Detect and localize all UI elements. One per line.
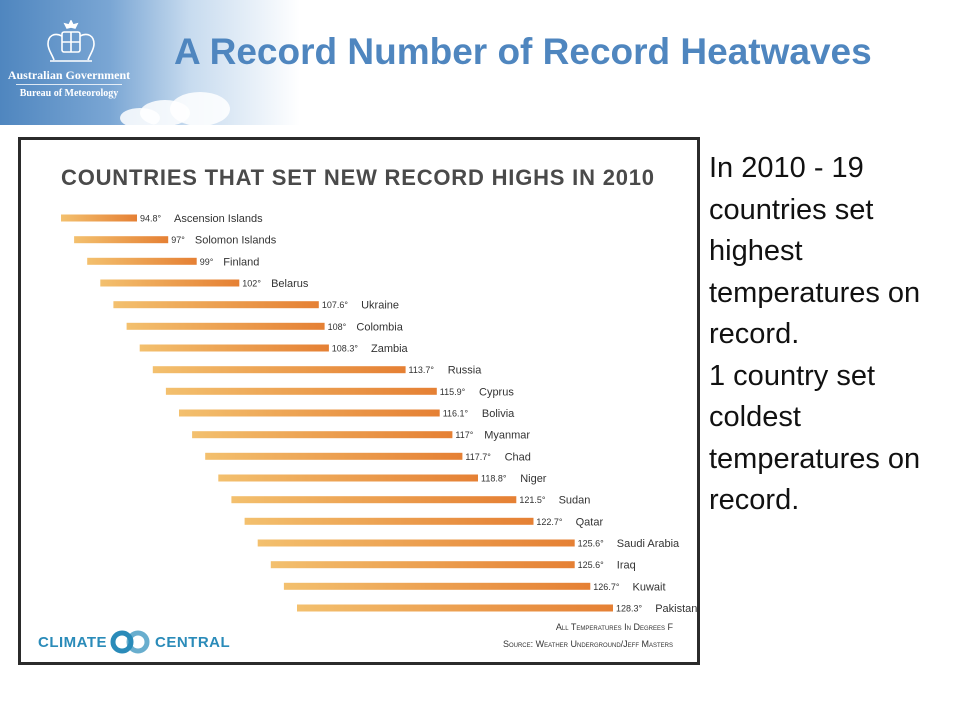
bar-zambia: [139, 344, 329, 352]
value-label: 117°: [455, 430, 473, 440]
slide-body-text: In 2010 - 19 countries set highest tempe…: [709, 152, 921, 516]
value-label: 118.8°: [481, 474, 507, 484]
value-label: 121.5°: [519, 495, 546, 505]
cloud-decoration: [120, 108, 160, 128]
value-label: 125.6°: [578, 560, 605, 570]
category-label: Belarus: [271, 278, 309, 290]
category-label: Solomon Islands: [195, 235, 277, 247]
value-label: 107.6°: [322, 300, 349, 310]
category-label: Finland: [223, 256, 259, 268]
bar-bolivia: [179, 409, 440, 417]
brand-name-left: CLIMATE: [38, 634, 107, 651]
bar-qatar: [244, 517, 534, 525]
value-label-group: 94.8° 97° 99° 102° 107.6° 108° 108.3° 113.7° 115…: [140, 214, 643, 614]
category-label: Chad: [505, 451, 531, 463]
logo-divider: [16, 84, 122, 85]
category-label: Pakistan: [655, 603, 697, 615]
value-label: 122.7°: [536, 517, 563, 527]
value-label: 117.7°: [465, 452, 491, 462]
bar-cyprus: [165, 387, 437, 395]
category-label: Zambia: [371, 343, 409, 355]
category-label: Russia: [448, 365, 483, 377]
chart-source: Source: Weather Underground/Jeff Masters: [503, 639, 673, 649]
category-label: Myanmar: [484, 430, 530, 442]
category-label: Qatar: [576, 516, 604, 528]
cloud-decoration: [170, 92, 230, 126]
bar-solomon-islands: [74, 236, 169, 244]
bar-russia: [152, 366, 406, 374]
bar-saudi-arabia: [257, 539, 575, 547]
category-label: Sudan: [559, 495, 591, 507]
bar-ukraine: [113, 301, 319, 309]
chart-footnote: All Temperatures In Degrees F: [556, 622, 674, 632]
bar-kuwait: [283, 582, 591, 590]
category-label-group: Ascension Islands Solomon Islands Finland B…: [174, 213, 697, 615]
category-label: Iraq: [617, 560, 636, 572]
bar-group: [61, 214, 613, 612]
bar-belarus: [100, 279, 240, 287]
value-label: 108.3°: [332, 344, 359, 354]
category-label: Niger: [520, 473, 547, 485]
header-banner: Australian Government Bureau of Meteorol…: [0, 0, 960, 128]
category-label: Ukraine: [361, 300, 399, 312]
bar-iraq: [270, 561, 575, 569]
bar-niger: [218, 474, 479, 482]
bar-myanmar: [192, 431, 453, 439]
category-label: Ascension Islands: [174, 213, 263, 225]
bar-sudan: [231, 496, 517, 504]
value-label: 116.1°: [443, 409, 469, 419]
category-label: Colombia: [356, 321, 403, 333]
value-label: 128.3°: [616, 604, 643, 614]
value-label: 113.7°: [409, 365, 435, 375]
value-label: 108°: [328, 322, 347, 332]
brand-name-right: CENTRAL: [155, 634, 230, 651]
value-label: 99°: [200, 257, 214, 267]
record-highs-chart: COUNTRIES THAT SET NEW RECORD HIGHS IN 2…: [38, 165, 697, 654]
bar-chad: [205, 452, 463, 460]
bureau-name: Bureau of Meteorology: [19, 88, 119, 99]
category-label: Cyprus: [479, 386, 514, 398]
category-label: Kuwait: [633, 581, 666, 593]
slide-title: A Record Number of Record Heatwaves: [174, 31, 872, 72]
bar-finland: [87, 257, 197, 265]
government-logo: Australian Government Bureau of Meteorol…: [0, 0, 140, 118]
value-label: 126.7°: [593, 582, 620, 592]
bar-colombia: [126, 322, 325, 330]
climate-central-logo-icon: [110, 630, 150, 654]
government-name: Australian Government: [7, 68, 131, 82]
coat-of-arms-icon: [47, 20, 95, 62]
value-label: 115.9°: [440, 387, 466, 397]
chart-image: COUNTRIES THAT SET NEW RECORD HIGHS IN 2…: [18, 137, 700, 665]
bar-ascension-islands: [61, 214, 137, 222]
value-label: 94.8°: [140, 214, 162, 224]
value-label: 102°: [242, 279, 261, 289]
category-label: Bolivia: [482, 408, 515, 420]
bar-pakistan: [297, 604, 613, 612]
chart-title: COUNTRIES THAT SET NEW RECORD HIGHS IN 2…: [61, 165, 655, 190]
value-label: 125.6°: [578, 539, 605, 549]
value-label: 97°: [171, 235, 185, 245]
category-label: Saudi Arabia: [617, 538, 680, 550]
